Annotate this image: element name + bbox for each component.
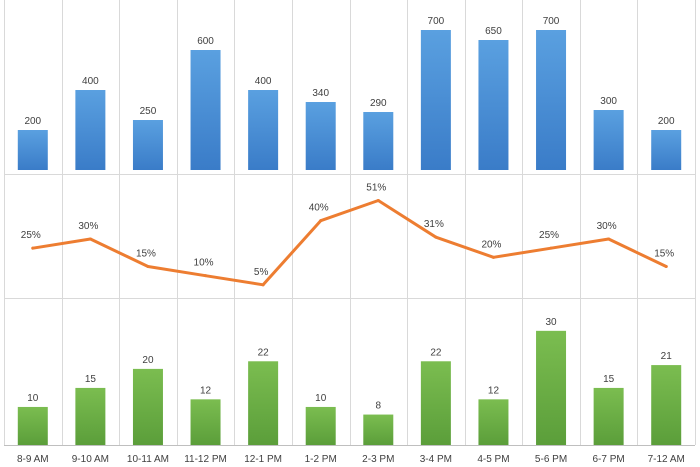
line-value-label: 30%	[597, 221, 617, 232]
line-value-label: 15%	[654, 249, 674, 260]
line-value-label: 25%	[21, 230, 41, 241]
line-point	[434, 235, 438, 239]
line-point	[261, 283, 265, 287]
bar	[248, 361, 279, 445]
bar-value-label: 600	[197, 36, 214, 47]
bar	[536, 30, 567, 170]
line-value-label: 30%	[78, 221, 98, 232]
bar	[420, 361, 451, 445]
bar-value-label: 8	[376, 401, 382, 412]
x-tick-label: 8-9 AM	[17, 454, 49, 465]
x-axis: 8-9 AM 9-10 AM 10-11 AM 11-12 PM 12-1 PM 1-2 …	[17, 454, 685, 465]
bar	[17, 130, 48, 170]
bar-value-label: 700	[543, 16, 560, 27]
bar-value-label: 10	[315, 393, 327, 404]
bar-value-label: 21	[661, 351, 673, 362]
bar	[248, 90, 279, 170]
bar	[536, 330, 567, 445]
bar-value-label: 400	[255, 76, 272, 87]
bar	[478, 40, 509, 170]
line-point	[376, 199, 380, 202]
line-point	[204, 274, 208, 278]
bar	[190, 399, 221, 445]
bar-value-label: 400	[82, 76, 99, 87]
bar	[651, 365, 682, 445]
bar	[363, 112, 394, 170]
bar-value-label: 300	[600, 96, 617, 107]
x-tick-label: 4-5 PM	[477, 454, 509, 465]
line-value-label: 5%	[254, 267, 269, 278]
line-point	[146, 265, 150, 268]
bar-value-label: 20	[142, 355, 154, 366]
bar-value-label: 700	[428, 16, 445, 27]
x-tick-label: 7-12 AM	[648, 454, 685, 465]
line-value-label: 51%	[366, 183, 386, 194]
bar	[305, 406, 336, 445]
bar-value-label: 200	[24, 116, 41, 127]
line-point	[88, 237, 92, 241]
line-value-label: 40%	[309, 203, 329, 214]
x-tick-label: 12-1 PM	[244, 454, 282, 465]
bar	[478, 399, 509, 445]
x-tick-label: 6-7 PM	[593, 454, 625, 465]
line-point	[607, 237, 611, 241]
panel-volume-bars: 200 400 250 600 400 340 290 700 650 700 300 200	[17, 16, 682, 170]
bar-value-label: 250	[140, 106, 157, 117]
bar-value-label: 15	[603, 374, 615, 385]
panel-count-bars: 10 15 20 12 22 10 8 22 12 30 15 21	[17, 317, 682, 445]
bar-value-label: 15	[85, 374, 97, 385]
line-value-label: 10%	[194, 258, 214, 269]
bar-value-label: 200	[658, 116, 675, 127]
line-value-label: 31%	[424, 219, 444, 230]
bar	[363, 414, 394, 445]
series-line	[31, 199, 668, 287]
line-value-label: 20%	[481, 239, 501, 250]
x-tick-label: 3-4 PM	[420, 454, 452, 465]
bar-value-label: 340	[312, 88, 329, 99]
bar-value-label: 12	[488, 385, 500, 396]
bar	[651, 130, 682, 170]
bar-value-label: 22	[258, 347, 270, 358]
x-tick-label: 2-3 PM	[362, 454, 394, 465]
bar	[593, 110, 624, 170]
bar	[190, 50, 221, 170]
panel-percentage-line: 25% 30% 15% 10% 5% 40% 51% 31% 20% 25% 30% 15%	[21, 183, 674, 287]
bar	[132, 120, 163, 170]
bar	[593, 387, 624, 445]
line-value-label: 25%	[539, 230, 559, 241]
bar	[17, 406, 48, 445]
bar	[75, 90, 106, 170]
bar-value-label: 10	[27, 393, 39, 404]
bar-value-label: 22	[430, 347, 442, 358]
line-point	[31, 246, 35, 250]
bar	[420, 30, 451, 170]
bar	[132, 368, 163, 445]
line-point	[549, 246, 553, 250]
x-tick-label: 5-6 PM	[535, 454, 567, 465]
line-point	[491, 255, 495, 259]
line-value-label: 15%	[136, 249, 156, 260]
x-tick-label: 10-11 AM	[127, 454, 169, 465]
gridlines	[4, 0, 696, 446]
line-point	[664, 265, 668, 268]
bar	[75, 387, 106, 445]
bar-value-label: 30	[545, 317, 557, 328]
bar-value-label: 650	[485, 26, 502, 37]
bar	[305, 102, 336, 170]
x-tick-label: 11-12 PM	[184, 454, 227, 465]
x-tick-label: 9-10 AM	[72, 454, 109, 465]
x-tick-label: 1-2 PM	[305, 454, 337, 465]
bar-value-label: 290	[370, 98, 387, 109]
bar-value-label: 12	[200, 385, 212, 396]
line-point	[319, 219, 323, 223]
